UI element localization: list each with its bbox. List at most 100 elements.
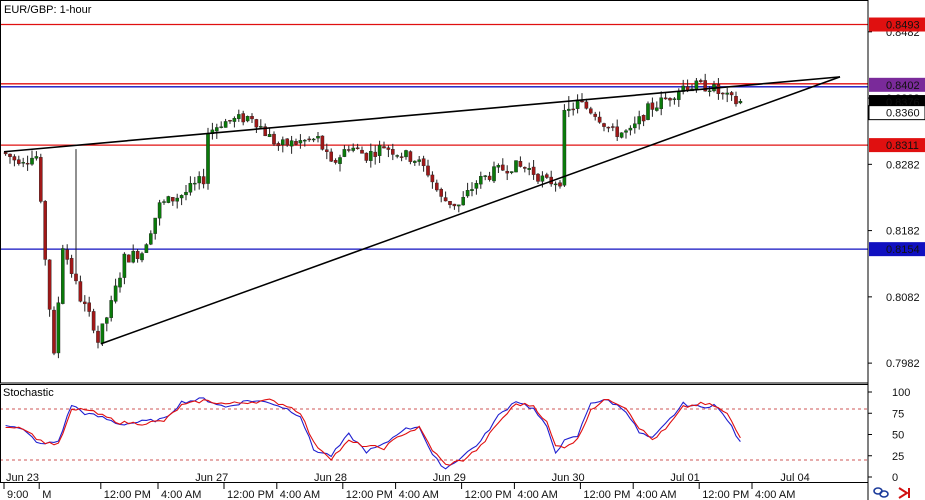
candle-body [320,135,325,150]
date-label: Jul 01 [670,472,699,484]
candle-body [355,147,360,150]
candle-body [113,285,118,302]
candle-body [738,101,743,104]
candle-body [201,176,206,185]
candle-body [641,114,646,122]
candle-body [250,116,254,120]
candle-body [417,159,422,162]
candle-body [694,80,699,90]
candle-body [408,151,413,162]
stochastic-line [5,398,741,466]
time-label: 9:00 [7,489,28,500]
candle-body [131,250,136,263]
candle-body [179,195,184,199]
time-label: 4:00 AM [636,489,676,500]
candle-body [531,166,536,175]
candle-body [184,191,188,196]
candle-body [166,196,171,203]
candle-body [232,118,237,122]
stochastic-title: Stochastic [3,387,54,399]
candle-body [505,170,510,174]
level-price-box [869,242,925,257]
candle-body [650,102,655,110]
candle-body [699,80,703,82]
candle-body [597,116,602,123]
candle-body [43,201,47,260]
candle-body [483,175,488,177]
time-label: 12:00 PM [346,489,393,500]
candle-body [721,92,725,95]
candle-body [514,160,518,173]
time-axis: Jun 23 Jun 27 Jun 28 Jun 29 Jun 30 Jul 01 Jul … [3,472,810,500]
price-tick-label: 0.8082 [886,292,920,304]
candle-body [96,330,100,343]
candle-body [615,126,619,137]
candle-body [316,136,320,139]
candle-body [12,156,17,161]
stochastic-tick-label: 0 [892,472,898,484]
candle-body [276,143,281,147]
candle-body [162,201,166,203]
time-label: M [42,489,51,500]
candle-body [646,103,650,120]
link-icon[interactable] [873,487,889,498]
candle-body [435,182,439,191]
candle-body [527,168,531,170]
candle-body [413,160,417,163]
candle-body [518,161,523,167]
candle-body [562,109,567,186]
candle-body [492,166,496,182]
candle-body [325,149,329,152]
candle-body [457,204,461,207]
time-label: 4:00 AM [517,489,557,500]
candle-body [461,197,466,206]
candle-body [104,317,109,324]
candle-body [637,116,641,125]
candle-body [25,162,30,165]
candle-body [439,189,444,197]
candle-body [329,151,334,162]
candle-body [351,147,356,151]
level-price-box [869,17,925,32]
candle-body [602,123,606,127]
time-label: 12:00 PM [227,489,274,500]
candle-body [219,126,224,128]
candle-body [619,132,624,138]
candle-body [360,149,364,154]
scroll-right-icon[interactable] [898,487,910,499]
candle-body [21,162,26,164]
candle-body [452,203,457,207]
time-label: 12:00 PM [465,489,512,500]
candle-body [364,152,369,161]
date-label: Jun 27 [195,472,228,484]
time-label: 4:00 AM [280,489,320,500]
candle-body [628,127,633,131]
current-price-label: 0.8360 [886,108,920,120]
candle-body [311,138,316,141]
candle-body [157,202,162,219]
time-label: 12:00 PM [702,489,749,500]
candle-body [109,300,113,318]
candle-body [571,108,575,111]
time-label: 4:00 AM [755,489,795,500]
candle-body [30,157,34,165]
candle-body [126,254,131,263]
candles [3,73,743,359]
candle-body [426,165,430,176]
price-tick-label: 0.8182 [886,226,920,238]
time-label: 4:00 AM [161,489,201,500]
candle-body [443,197,448,202]
trendline [100,76,841,345]
candle-body [214,127,219,132]
candle-body [65,249,69,260]
candle-body [267,134,272,138]
candle-body [118,277,122,288]
candle-body [52,309,56,354]
candle-body [294,141,298,145]
candle-body [663,97,668,100]
candle-body [716,84,721,94]
stochastic-tick-label: 75 [892,408,904,420]
candle-body [558,182,562,187]
level-price-label: 0.8402 [886,80,920,92]
